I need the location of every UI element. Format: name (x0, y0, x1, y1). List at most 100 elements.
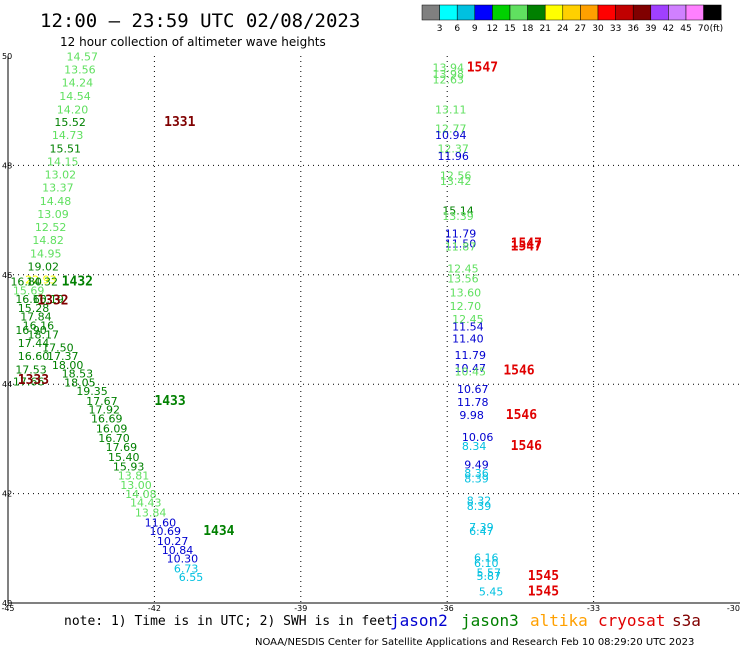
colorbar-swatch (632, 4, 652, 21)
wave-height-label: 14.24 (62, 77, 94, 90)
pass-time-label: 1545 (528, 584, 559, 599)
pass-time-label: 1546 (503, 363, 534, 378)
wave-height-label: 12.37 (437, 142, 469, 155)
pass-time-label: 1545 (528, 569, 559, 584)
wave-height-label: 5.45 (479, 585, 504, 598)
wave-height-label: 16.09 (96, 422, 128, 435)
wave-height-label: 17.84 (20, 311, 52, 324)
wave-height-label: 14.43 (130, 497, 162, 510)
colorbar-tick-label: 9 (472, 24, 478, 34)
time-labels: 1331133213331432143314341547154715471546… (18, 60, 559, 599)
colorbar-tick-label: 18 (522, 24, 534, 34)
wave-height-label: 9.49 (464, 458, 489, 471)
wave-height-label: 12.45 (452, 313, 484, 326)
wave-height-label: 14.95 (30, 247, 62, 260)
wave-height-label: 6.47 (469, 525, 494, 538)
wave-height-label: 15.40 (108, 451, 140, 464)
colorbar-swatch (474, 4, 493, 21)
colorbar: 3 6 9 12 15 18 21 24 27 30 33 36 39 42 45 70 (ft) (421, 4, 724, 34)
chart-subtitle: 12 hour collection of altimeter wave hei… (60, 35, 326, 49)
wave-height-label: 14.48 (40, 195, 72, 208)
wave-height-label: 9.98 (459, 409, 484, 422)
pass-time-label: 1546 (506, 408, 537, 423)
wave-height-label: 10.94 (435, 129, 467, 142)
wave-height-label: 14.73 (52, 129, 84, 142)
wave-height-label: 18.05 (64, 376, 96, 389)
colorbar-swatch (527, 4, 546, 21)
colorbar-swatch (615, 4, 634, 21)
grid-lines (7, 56, 740, 604)
pass-time-label: 1546 (511, 439, 542, 454)
wave-height-label: 7.39 (469, 521, 494, 534)
colorbar-swatch (421, 4, 440, 21)
wave-height-label: 10.47 (455, 362, 487, 375)
wave-height-label: 11.96 (437, 150, 469, 163)
wave-height-label: 17.50 (42, 341, 74, 354)
wave-height-label: 17.44 (18, 337, 50, 350)
pass-time-label: 1434 (203, 524, 234, 539)
wave-height-label: 15.69 (13, 284, 45, 297)
colorbar-tick-label: 6 (454, 24, 460, 34)
wave-height-points: 14.5713.5614.2414.5414.2015.5214.7315.51… (10, 50, 503, 598)
wave-height-label: 17.66 (13, 375, 45, 388)
wave-height-label: 8.32 (467, 495, 492, 508)
wave-height-label: 13.84 (135, 507, 167, 520)
colorbar-swatch (580, 4, 599, 21)
wave-height-label: 22.93 (25, 274, 57, 287)
wave-height-label: 15.28 (18, 302, 50, 315)
pass-time-label: 1332 (37, 293, 68, 308)
colorbar-unit: (ft) (710, 24, 724, 34)
pass-time-label: 1333 (18, 373, 49, 388)
wave-height-label: 12.56 (440, 170, 472, 183)
wave-height-label: 16.90 (15, 324, 47, 337)
wave-height-label: 13.56 (64, 64, 96, 77)
legend-item-cryosat: cryosat (598, 611, 665, 630)
wave-height-label: 13.11 (435, 103, 467, 116)
colorbar-tick-label: 45 (680, 24, 691, 34)
wave-height-label: 18.53 (62, 368, 94, 381)
colorbar-tick-label: 3 (437, 24, 443, 34)
wave-height-label: 17.67 (86, 395, 118, 408)
pass-time-label: 1547 (511, 240, 542, 255)
wave-height-label: 15.51 (49, 142, 80, 155)
wave-height-label: 12.63 (433, 73, 465, 86)
chart-title: 12:00 — 23:59 UTC 02/08/2023 (40, 10, 360, 32)
colorbar-tick-label: 30 (592, 24, 604, 34)
pass-time-label: 1432 (62, 275, 93, 290)
x-tick-label: -36 (441, 604, 454, 613)
wave-height-label: 11.54 (452, 321, 484, 334)
colorbar-tick-label: 70 (698, 24, 710, 34)
colorbar-swatch (668, 4, 687, 21)
x-tick-label: -42 (148, 604, 161, 613)
wave-height-label: 14.57 (67, 50, 99, 63)
wave-height-label: 13.39 (442, 210, 474, 223)
wave-height-label: 10.27 (157, 535, 189, 548)
wave-height-label: 16.19 (32, 293, 64, 306)
wave-height-label: 17.92 (89, 404, 121, 417)
wave-height-label: 10.67 (457, 383, 489, 396)
footer-credit: NOAA/NESDIS Center for Satellite Applica… (255, 637, 694, 648)
y-tick-label: 50 (2, 52, 12, 61)
wave-height-label: 11.40 (452, 333, 484, 346)
legend-item-s3a: s3a (672, 611, 701, 630)
wave-height-label: 14.32 (27, 276, 58, 289)
wave-height-label: 16.60 (15, 293, 47, 306)
wave-height-label: 19.35 (76, 385, 108, 398)
colorbar-swatch (597, 4, 616, 21)
pass-time-label: 1433 (154, 394, 185, 409)
x-tick-label: -33 (587, 604, 600, 613)
wave-height-label: 10.45 (455, 365, 487, 378)
colorbar-swatch (544, 4, 564, 21)
colorbar-tick-label: 42 (663, 24, 674, 34)
x-tick-label: -30 (727, 604, 740, 613)
wave-height-label: 17.53 (15, 363, 47, 376)
colorbar-tick-label: 24 (557, 24, 569, 34)
wave-height-label: 5.57 (476, 567, 501, 580)
pass-time-label: 1331 (164, 115, 195, 130)
wave-height-label: 6.10 (474, 557, 499, 570)
colorbar-tick-label: 33 (610, 24, 621, 34)
wave-height-label: 10.30 (167, 553, 199, 566)
colorbar-swatch (703, 4, 722, 21)
wave-height-label: 19.02 (28, 260, 60, 273)
